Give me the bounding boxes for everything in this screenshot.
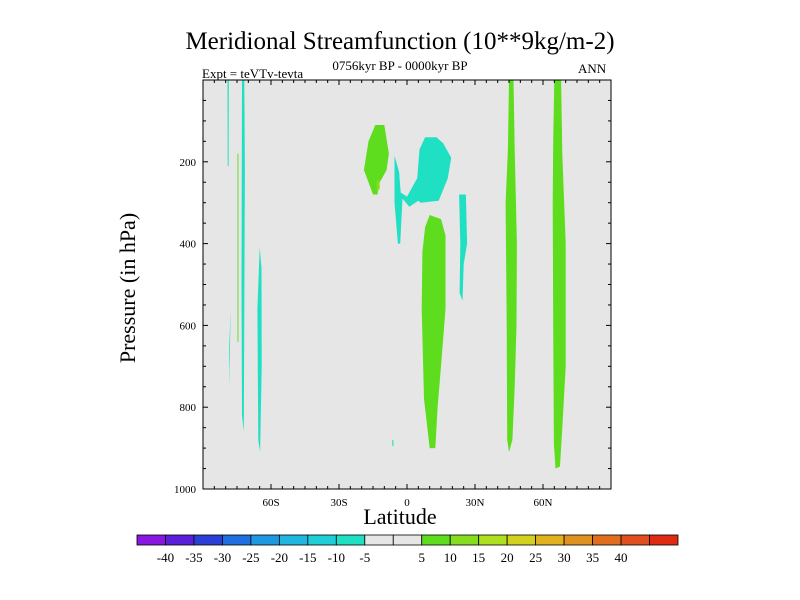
colorbar-label: 40 bbox=[615, 550, 628, 565]
x-tick-label: 60N bbox=[534, 497, 553, 509]
colorbar-swatch bbox=[222, 534, 252, 546]
colorbar-label: 10 bbox=[444, 550, 457, 565]
colorbar-swatch bbox=[278, 534, 309, 546]
chart-subtitle-center: 0756kyr BP - 0000kyr BP bbox=[332, 58, 468, 73]
colorbar-swatch bbox=[392, 534, 423, 546]
chart-title: Meridional Streamfunction (10**9kg/m-2) bbox=[185, 28, 615, 55]
colorbar-swatch bbox=[421, 534, 451, 546]
contour-region-nh-column-b bbox=[552, 80, 566, 469]
contour-region-sh-column-a bbox=[229, 309, 231, 387]
colorbar-swatch bbox=[563, 534, 593, 546]
colorbar-label: 35 bbox=[586, 550, 599, 565]
colorbar-swatch bbox=[592, 534, 622, 546]
contour-region-sh-upper-streak-2 bbox=[241, 80, 245, 432]
colorbar-label: -20 bbox=[271, 550, 288, 565]
y-tick-label: 400 bbox=[180, 239, 197, 251]
x-tick-label: 0 bbox=[404, 497, 410, 509]
contour-region-tropical-negative-column bbox=[459, 194, 468, 301]
colorbar-swatch bbox=[449, 534, 480, 546]
contour-region-sh-upper-streak-3 bbox=[237, 153, 239, 342]
colorbar-label: 15 bbox=[472, 550, 485, 565]
colorbar-swatch bbox=[478, 534, 508, 546]
colorbar-label: -30 bbox=[214, 550, 231, 565]
colorbar-label: -40 bbox=[157, 550, 174, 565]
colorbar-label: -15 bbox=[299, 550, 316, 565]
colorbar-swatch bbox=[535, 534, 565, 546]
colorbar-swatch bbox=[193, 534, 223, 546]
colorbar-swatch bbox=[364, 534, 394, 546]
colorbar-label: 30 bbox=[558, 550, 571, 565]
plot-area bbox=[203, 80, 611, 489]
contour-region-tropical-positive-column bbox=[421, 215, 446, 449]
colorbar-swatch bbox=[506, 534, 537, 546]
colorbar-label: -10 bbox=[328, 550, 345, 565]
contour-region-upper-positive-cell bbox=[363, 125, 389, 195]
colorbar-swatch bbox=[165, 534, 195, 546]
colorbar-label: -5 bbox=[359, 550, 370, 565]
x-tick-label: 60S bbox=[262, 497, 279, 509]
colorbar-swatch bbox=[335, 534, 366, 546]
x-tick-label: 30N bbox=[466, 497, 485, 509]
colorbar-label: 20 bbox=[501, 550, 514, 565]
colorbar-swatch bbox=[136, 534, 166, 546]
chart-subtitle-right: ANN bbox=[578, 61, 607, 76]
contour-region-equator-speck bbox=[392, 439, 394, 447]
colorbar-label: 25 bbox=[529, 550, 542, 565]
chart-subtitle-left: Expt = teVTv-tevta bbox=[202, 66, 304, 81]
x-tick-label: 30S bbox=[330, 497, 347, 509]
y-tick-label: 200 bbox=[180, 157, 197, 169]
y-tick-label: 600 bbox=[180, 320, 197, 332]
x-axis-label: Latitude bbox=[363, 504, 437, 529]
contour-region-nh-column-a bbox=[505, 80, 517, 453]
colorbar-swatch bbox=[620, 534, 650, 546]
colorbar-swatch bbox=[250, 534, 280, 546]
colorbar-label: 5 bbox=[418, 550, 425, 565]
contour-region-upper-positive-core bbox=[376, 178, 380, 193]
colorbar-swatch bbox=[307, 534, 337, 546]
colorbar-label: -35 bbox=[185, 550, 202, 565]
y-tick-label: 1000 bbox=[174, 484, 197, 496]
contour-region-sh-column-b bbox=[257, 247, 262, 453]
contour-region-upper-negative-cell bbox=[394, 137, 452, 244]
colorbar-swatch bbox=[649, 534, 679, 546]
contour-region-sh-upper-streak-1 bbox=[227, 80, 229, 166]
y-tick-label: 800 bbox=[180, 402, 197, 414]
colorbar-label: -25 bbox=[242, 550, 259, 565]
